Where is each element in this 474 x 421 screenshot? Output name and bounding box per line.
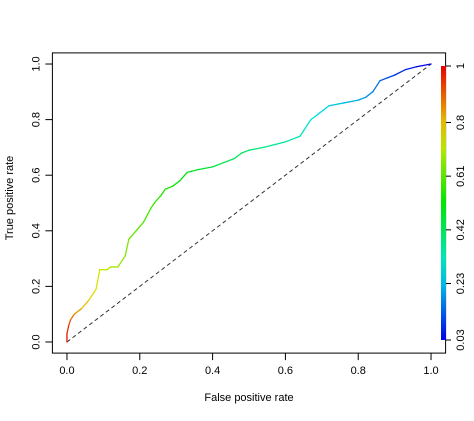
roc-segment <box>80 299 90 310</box>
y-axis-label: True positive rate <box>4 156 16 241</box>
roc-segment <box>284 138 294 143</box>
x-tick-label: 0.4 <box>205 365 220 377</box>
roc-segment <box>73 307 83 315</box>
colorbar-tick-label: 0.03 <box>455 329 467 350</box>
roc-segment <box>357 96 367 101</box>
roc-segment <box>211 160 228 168</box>
roc-segment <box>179 171 188 182</box>
roc-segment <box>226 157 236 162</box>
roc-segment <box>66 324 70 335</box>
roc-segment <box>415 63 432 68</box>
roc-segment <box>197 166 214 171</box>
colorbar-tick-label: 0.23 <box>455 273 467 294</box>
roc-segment <box>404 66 418 71</box>
roc-segment <box>393 68 407 76</box>
y-tick-label: 0.4 <box>30 223 42 238</box>
roc-segment <box>160 188 166 196</box>
roc-segment <box>68 319 72 326</box>
roc-segment <box>150 202 155 210</box>
roc-segment <box>171 180 181 187</box>
roc-segment <box>386 74 396 79</box>
roc-segment <box>317 105 330 115</box>
roc-segment <box>292 135 301 140</box>
colorbar-tick-label: 1 <box>455 63 467 69</box>
roc-segment <box>328 102 345 107</box>
roc-segment <box>302 118 312 132</box>
y-tick-label: 0.0 <box>30 334 42 349</box>
x-tick-label: 0.8 <box>351 365 366 377</box>
roc-segment <box>117 255 126 268</box>
roc-segment <box>310 113 319 121</box>
x-axis-label: False positive rate <box>204 392 293 404</box>
roc-segment <box>241 149 250 154</box>
roc-segment <box>153 194 163 204</box>
roc-segment <box>124 238 130 257</box>
roc-segment <box>186 168 199 174</box>
roc-segment <box>142 207 152 224</box>
colorbar-tick-label: 0.61 <box>455 165 467 186</box>
roc-segment <box>273 141 287 146</box>
colorbar-tick-label: 0.42 <box>455 219 467 240</box>
roc-segment <box>135 221 145 232</box>
y-tick-label: 0.6 <box>30 168 42 183</box>
roc-segment <box>95 269 101 290</box>
roc-segment <box>299 130 305 137</box>
roc-segment <box>233 152 243 160</box>
x-tick-label: 1.0 <box>423 365 438 377</box>
roc-segment <box>164 185 174 190</box>
y-tick-label: 0.2 <box>30 279 42 294</box>
roc-segment <box>248 146 265 151</box>
x-tick-label: 0.0 <box>59 365 74 377</box>
colorbar <box>441 66 446 340</box>
roc-segment <box>364 91 374 99</box>
roc-segment <box>379 77 388 82</box>
y-tick-label: 0.8 <box>30 112 42 127</box>
x-tick-label: 0.2 <box>132 365 147 377</box>
roc-segment <box>128 230 137 240</box>
roc-segment <box>69 313 75 321</box>
roc-segment <box>88 288 97 301</box>
roc-segment <box>343 99 359 104</box>
colorbar-tick-label: 0.8 <box>455 115 467 130</box>
x-tick-label: 0.6 <box>278 365 293 377</box>
roc-segment <box>262 143 276 149</box>
roc-segment <box>106 266 112 271</box>
diagonal <box>66 63 432 343</box>
y-tick-label: 1.0 <box>30 56 42 71</box>
roc-segment <box>372 80 381 93</box>
